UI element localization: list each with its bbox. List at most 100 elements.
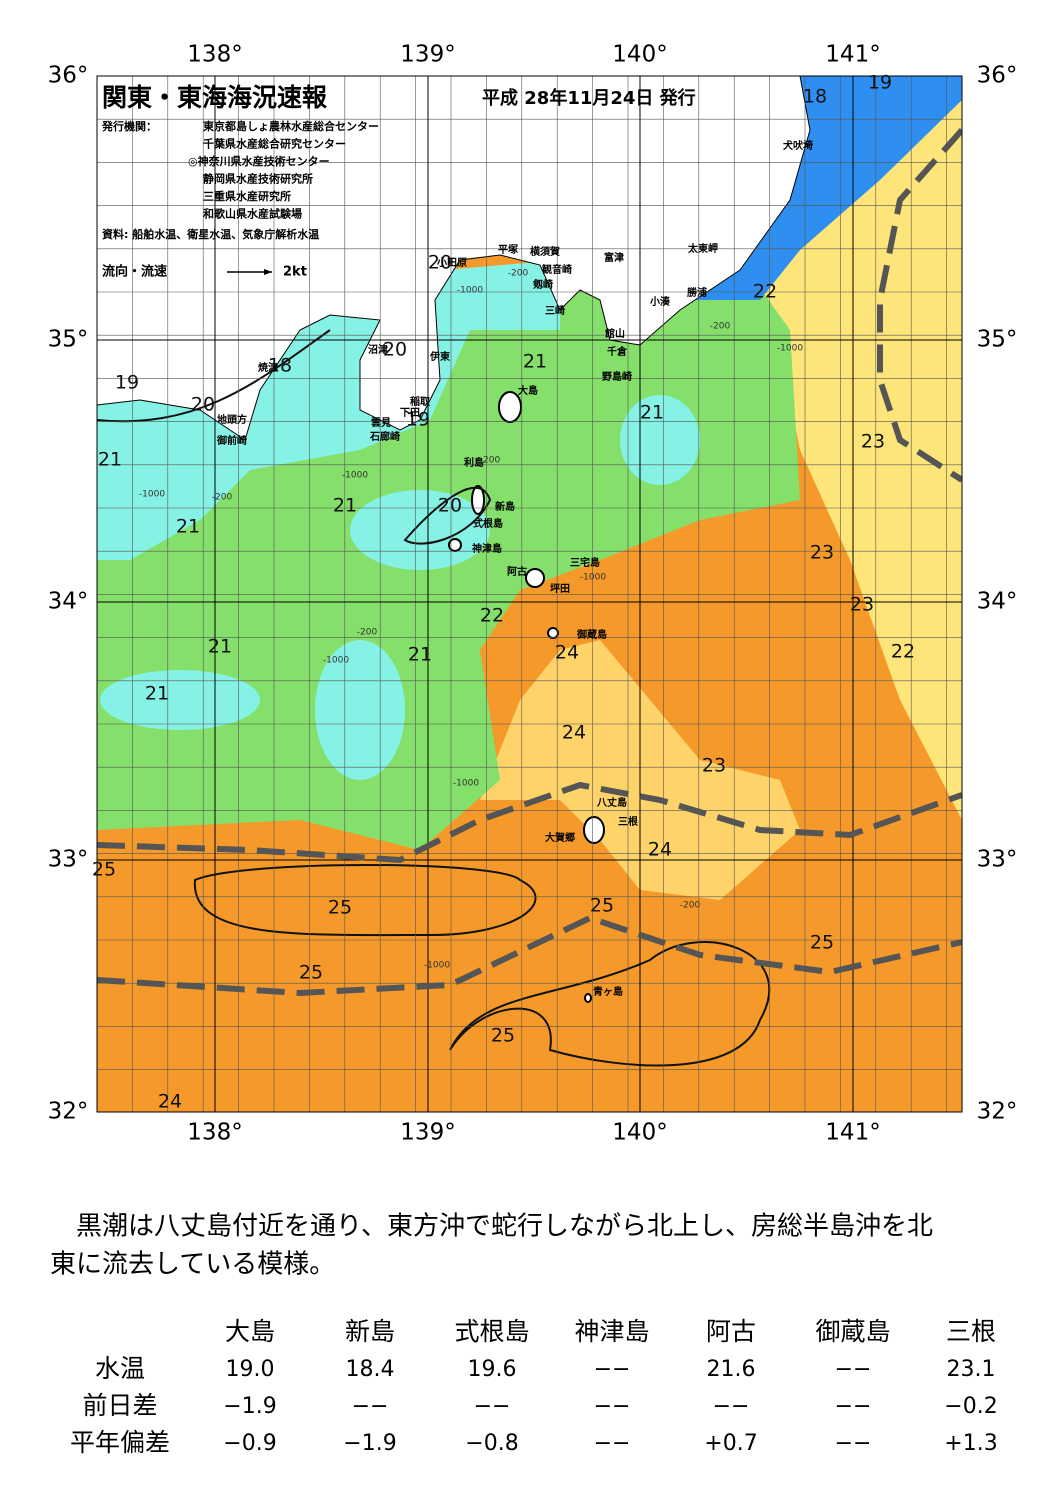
table-header: 御蔵島: [815, 1317, 890, 1346]
depth-label: -200: [710, 322, 731, 332]
lat-label: 32°: [977, 1099, 1018, 1125]
isotherm-label: 22: [480, 605, 504, 627]
place-name: 稲取: [410, 395, 431, 408]
isotherm-label: 25: [491, 1025, 515, 1047]
table-header: 式根島: [454, 1317, 529, 1346]
table-cell: −−: [594, 1394, 631, 1419]
place-name: 横須賀: [530, 245, 560, 258]
place-name: 神津島: [472, 542, 502, 555]
isotherm-label: 19: [406, 409, 430, 431]
issue-date: 平成 28年11月24日 発行: [482, 87, 696, 109]
land: [97, 76, 811, 441]
depth-label: -1000: [424, 961, 450, 971]
island: [547, 627, 559, 639]
place-name: 野島崎: [602, 370, 632, 383]
publisher: 東京都島しょ農林水産総合センター: [203, 119, 379, 133]
place-name: 雲見: [371, 417, 391, 429]
place-name: 三根: [618, 815, 638, 828]
place-name: 沼津: [368, 343, 388, 356]
row-label: 平年偏差: [70, 1428, 170, 1457]
isotherm-label: 22: [753, 281, 777, 303]
depth-label: -200: [680, 901, 701, 911]
depth-label: -1000: [777, 344, 803, 354]
island: [525, 568, 545, 588]
legend-arrowhead: [264, 269, 272, 275]
isotherm-label: 24: [555, 642, 579, 664]
place-name: 伊東: [429, 350, 450, 363]
lat-label: 35°: [48, 327, 89, 353]
summary-line: 東に流去している模様。: [50, 1250, 335, 1280]
table-cell: +1.3: [944, 1431, 997, 1456]
place-name: 小田原: [436, 256, 467, 269]
place-name: 青ヶ島: [593, 985, 623, 998]
table-cell: 23.1: [947, 1357, 996, 1382]
sea-cool: [100, 670, 260, 730]
table-cell: −0.2: [944, 1394, 997, 1419]
kuroshio-axis: [97, 914, 962, 997]
lat-label: 36°: [977, 63, 1018, 89]
place-name: 富津: [604, 251, 624, 264]
isotherm-label: 23: [861, 431, 885, 453]
island: [583, 816, 605, 844]
table-cell: +0.7: [704, 1431, 757, 1456]
lat-label: 36°: [48, 63, 89, 89]
isotherm-label: 22: [891, 641, 915, 663]
isotherm-label: 20: [383, 339, 407, 361]
isotherm: [193, 864, 537, 937]
sea-cool: [315, 640, 405, 780]
isotherm-label: 25: [590, 895, 614, 917]
isotherm-label: 24: [158, 1091, 182, 1113]
place-name: 御蔵島: [576, 628, 607, 641]
isotherm-label: 20: [428, 252, 452, 274]
data-source: 資料: 船舶水温、衛星水温、気象庁解析水温: [102, 227, 319, 241]
place-name: 石廊崎: [369, 430, 400, 443]
lat-label: 35°: [977, 327, 1018, 353]
publisher: ◎神奈川県水産技術センター: [188, 154, 330, 168]
table-cell: −−: [594, 1431, 631, 1456]
lat-label: 32°: [48, 1099, 89, 1125]
isotherm-label: 21: [640, 402, 664, 424]
table-cell: −−: [474, 1394, 511, 1419]
kuroshio-axis: [97, 781, 962, 864]
table-cell: −0.9: [223, 1431, 276, 1456]
place-name: 観音崎: [542, 263, 572, 276]
table-cell: 18.4: [346, 1357, 395, 1382]
isotherm-label: 21: [408, 644, 432, 666]
table-header: 大島: [225, 1317, 275, 1346]
lat-label: 34°: [977, 589, 1018, 615]
table-cell: −−: [835, 1394, 872, 1419]
summary-line: 黒潮は八丈島付近を通り、東方沖で蛇行しながら北上し、房総半島沖を北: [50, 1212, 933, 1242]
isotherm-label: 19: [868, 72, 892, 94]
place-name: 地頭方: [217, 413, 247, 426]
lon-label: 140°: [612, 42, 667, 68]
place-name: 坪田: [550, 582, 570, 595]
place-name: 千倉: [607, 345, 628, 358]
isotherm-label: 25: [328, 897, 352, 919]
row-label: 水温: [95, 1354, 145, 1383]
table-cell: −−: [835, 1357, 872, 1382]
publisher: 三重県水産研究所: [203, 189, 291, 203]
isotherm-label: 25: [92, 859, 116, 881]
isotherm-label: 23: [702, 755, 726, 777]
lon-label: 139°: [400, 42, 455, 68]
isotherm-label: 21: [176, 516, 200, 538]
depth-label: -200: [212, 493, 233, 503]
place-name: 平塚: [498, 243, 518, 256]
isotherm-label: 20: [191, 394, 215, 416]
lon-label: 138°: [187, 42, 242, 68]
isotherm: [97, 329, 331, 423]
table-header: 神津島: [574, 1317, 649, 1346]
publisher-label: 発行機関：: [101, 119, 157, 133]
place-name: 剱崎: [532, 278, 553, 291]
place-name: 太東岬: [687, 242, 718, 255]
isotherm-label: 25: [299, 962, 323, 984]
isotherm-label: 24: [562, 722, 586, 744]
isotherm-label: 21: [208, 636, 232, 658]
place-name: 大賀郷: [545, 831, 575, 844]
isotherm-label: 21: [98, 449, 122, 471]
table-cell: −−: [352, 1394, 389, 1419]
island: [498, 391, 522, 423]
sea-temperature-map: [97, 76, 962, 1112]
lat-label: 34°: [48, 589, 89, 615]
depth-label: -200: [357, 628, 378, 638]
